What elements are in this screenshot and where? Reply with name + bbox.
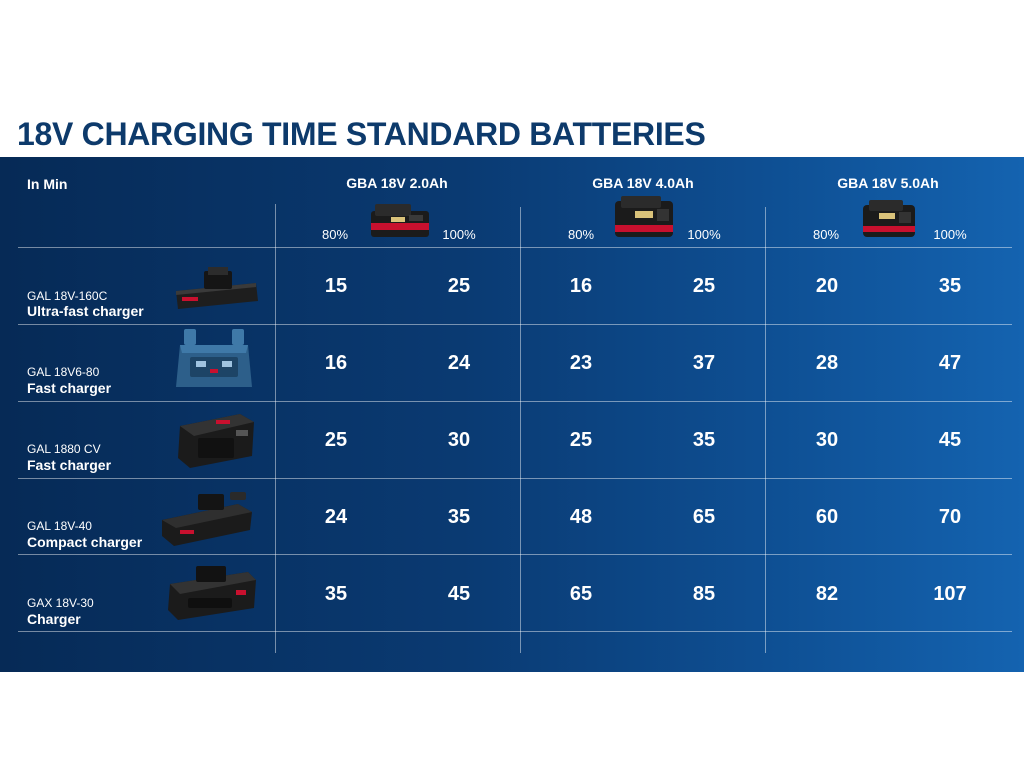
- pct-low-5ah: 80%: [812, 227, 840, 242]
- battery-4ah-icon: [615, 196, 673, 237]
- row-divider: [18, 478, 1012, 479]
- time-4ah-80: 25: [569, 429, 593, 451]
- pct-high-4ah: 100%: [687, 227, 721, 242]
- unit-label: In Min: [27, 176, 68, 192]
- time-2ah-80: 16: [324, 352, 348, 374]
- charger-type: Ultra-fast charger: [27, 303, 144, 319]
- time-4ah-100: 37: [692, 352, 716, 374]
- time-2ah-100: 30: [447, 429, 471, 451]
- time-5ah-80: 20: [815, 275, 839, 297]
- time-5ah-80: 28: [815, 352, 839, 374]
- charger-model: GAL 18V-160C: [27, 289, 108, 303]
- time-5ah-80: 60: [815, 506, 839, 528]
- row-divider: [18, 554, 1012, 555]
- time-5ah-100: 107: [933, 583, 967, 605]
- time-2ah-100: 45: [447, 583, 471, 605]
- time-2ah-100: 25: [447, 275, 471, 297]
- pct-high-2ah: 100%: [442, 227, 476, 242]
- charger-type: Fast charger: [27, 457, 112, 473]
- charger-model: GAX 18V-30: [27, 596, 94, 610]
- charger-type: Charger: [27, 611, 81, 627]
- time-4ah-100: 25: [692, 275, 716, 297]
- time-2ah-100: 35: [447, 506, 471, 528]
- time-2ah-100: 24: [447, 352, 471, 374]
- charger-icon: [168, 566, 256, 620]
- row-divider: [18, 631, 1012, 632]
- time-2ah-80: 15: [324, 275, 348, 297]
- column-divider: [765, 207, 766, 653]
- battery-header-2ah: GBA 18V 2.0Ah: [346, 175, 448, 191]
- time-2ah-80: 35: [324, 583, 348, 605]
- time-4ah-80: 16: [569, 275, 593, 297]
- battery-header-5ah: GBA 18V 5.0Ah: [837, 175, 939, 191]
- multi-bay-charger-icon: [176, 329, 252, 387]
- time-5ah-80: 82: [815, 583, 839, 605]
- time-5ah-100: 45: [938, 429, 962, 451]
- time-4ah-80: 65: [569, 583, 593, 605]
- charger-model: GAL 18V6-80: [27, 365, 100, 379]
- column-divider: [275, 204, 276, 653]
- time-5ah-80: 30: [815, 429, 839, 451]
- time-4ah-100: 85: [692, 583, 716, 605]
- charging-time-table: In Min GBA 18V 2.0Ah GBA 18V 4.0Ah GBA 1…: [0, 157, 1024, 672]
- row-divider: [18, 401, 1012, 402]
- time-2ah-80: 25: [324, 429, 348, 451]
- column-divider: [520, 207, 521, 653]
- charger-type: Fast charger: [27, 380, 112, 396]
- time-4ah-100: 35: [692, 429, 716, 451]
- charger-type: Compact charger: [27, 534, 143, 550]
- time-4ah-80: 48: [569, 506, 593, 528]
- battery-2ah-icon: [371, 204, 429, 237]
- time-4ah-100: 65: [692, 506, 716, 528]
- fast-charger-icon: [178, 414, 254, 468]
- page-title: 18V CHARGING TIME STANDARD BATTERIES: [17, 116, 706, 152]
- battery-5ah-icon: [863, 200, 915, 237]
- time-5ah-100: 47: [938, 352, 962, 374]
- time-2ah-80: 24: [324, 506, 348, 528]
- battery-header-4ah: GBA 18V 4.0Ah: [592, 175, 694, 191]
- row-divider: [18, 324, 1012, 325]
- time-5ah-100: 70: [938, 506, 962, 528]
- pct-low-4ah: 80%: [567, 227, 595, 242]
- time-5ah-100: 35: [938, 275, 962, 297]
- pct-low-2ah: 80%: [321, 227, 349, 242]
- charger-model: GAL 18V-40: [27, 519, 92, 533]
- row-divider: [18, 247, 1012, 248]
- ultra-fast-charger-icon: [176, 267, 258, 309]
- time-4ah-80: 23: [569, 352, 593, 374]
- compact-charger-icon: [162, 492, 252, 546]
- charger-model: GAL 1880 CV: [27, 442, 101, 456]
- pct-high-5ah: 100%: [933, 227, 967, 242]
